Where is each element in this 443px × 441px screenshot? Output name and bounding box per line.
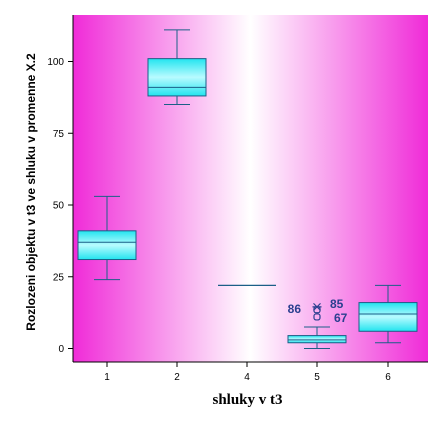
y-tick-label: 100 <box>47 57 64 68</box>
box-cat-1 <box>77 230 137 261</box>
y-tick-label: 0 <box>58 344 64 355</box>
outlier-label: 86 <box>288 302 302 316</box>
outlier-circle-marker <box>313 313 321 321</box>
y-tick-label: 75 <box>53 129 65 140</box>
y-tick-label: 50 <box>53 201 65 212</box>
x-tick-label: 1 <box>104 372 110 383</box>
x-tick-label: 4 <box>244 372 250 383</box>
outlier-label: 67 <box>334 311 348 325</box>
box-marks: 67 86 85 <box>77 29 418 349</box>
box-cat-2 <box>147 58 207 97</box>
x-axis-title: shluky v t3 <box>212 392 283 408</box>
axis-ticks: 0 25 50 75 100 1 2 4 5 6 <box>47 57 391 383</box>
box-cat-5 <box>287 335 347 344</box>
outlier-star-marker <box>312 302 322 311</box>
outlier-label: 85 <box>330 297 344 311</box>
x-tick-label: 2 <box>174 372 180 383</box>
x-tick-label: 5 <box>314 372 320 383</box>
y-tick-label: 25 <box>53 272 65 283</box>
x-tick-label: 6 <box>385 372 391 383</box>
box-cat-6 <box>358 302 418 332</box>
